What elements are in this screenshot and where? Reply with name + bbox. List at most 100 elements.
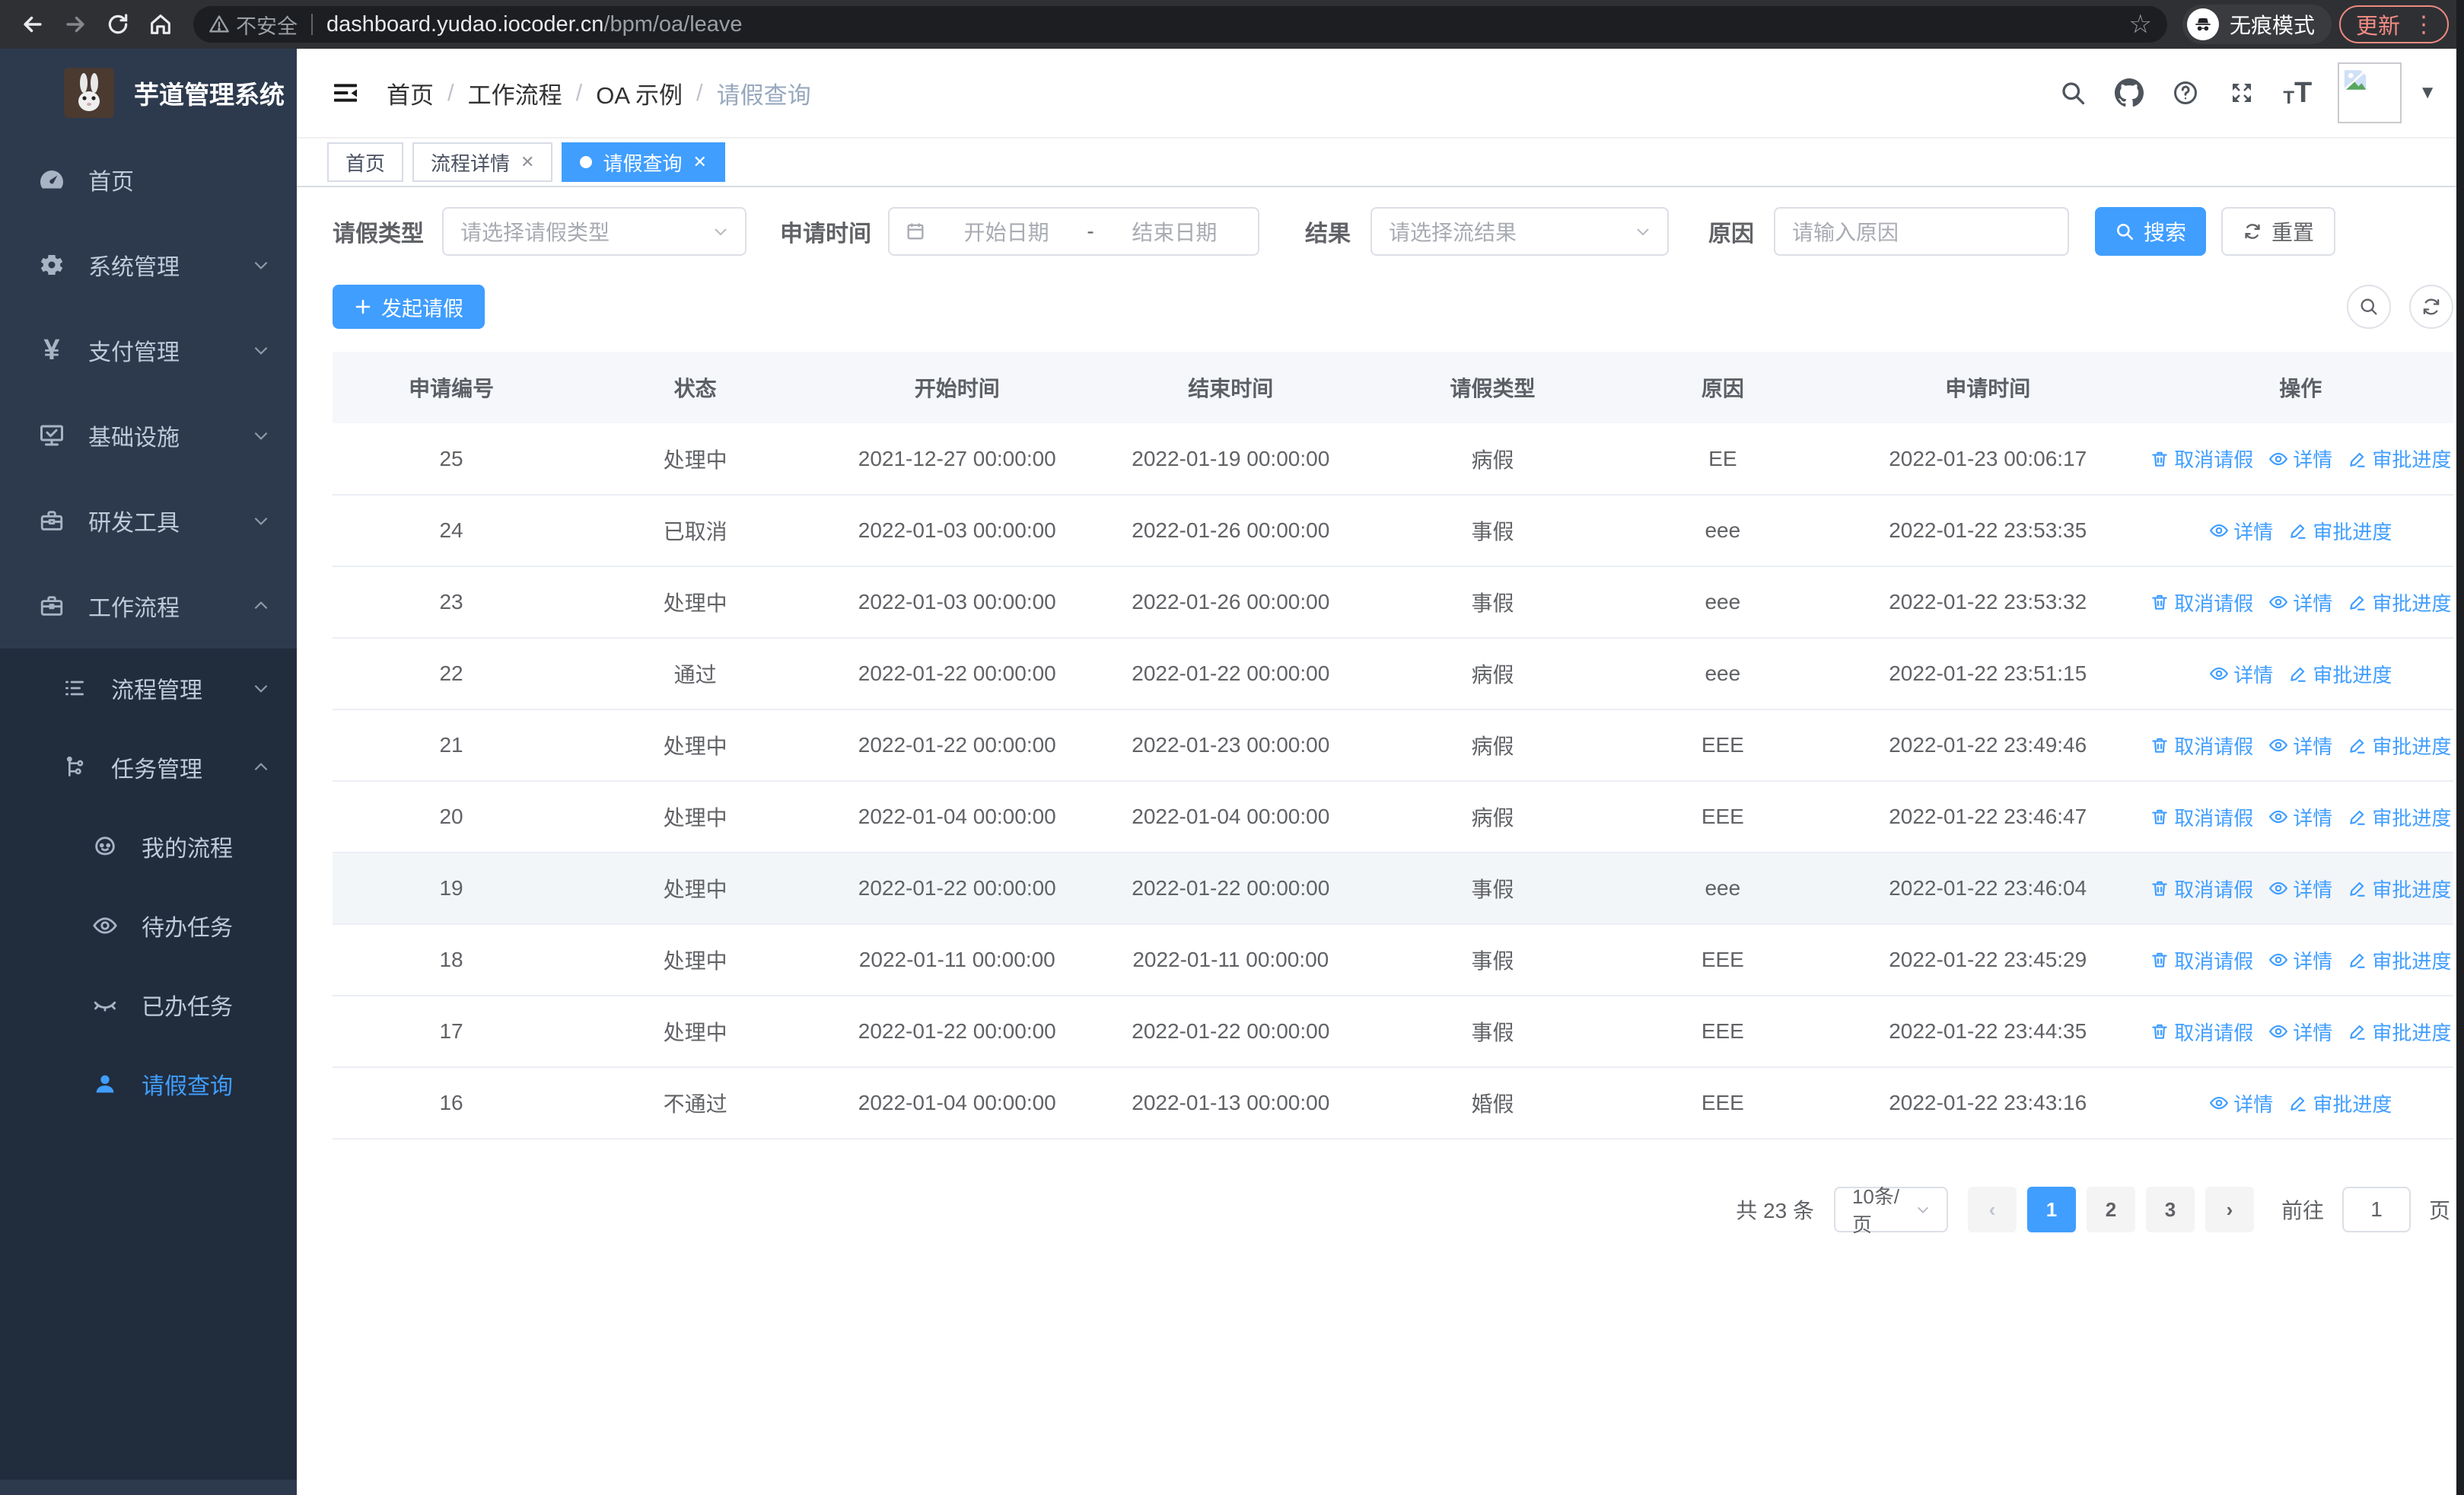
- detail-link[interactable]: 详情: [2268, 875, 2332, 903]
- reason-input[interactable]: 请输入原因: [1774, 207, 2069, 256]
- sidebar-item-workflow[interactable]: 工作流程: [0, 563, 297, 649]
- sidebar-item-label: 系统管理: [88, 255, 180, 280]
- browser-menu-icon[interactable]: ⋮: [2412, 11, 2435, 37]
- leave-type-placeholder: 请选择请假类型: [460, 221, 610, 244]
- cancel-leave-link[interactable]: 取消请假: [2150, 875, 2253, 903]
- page-button-3[interactable]: 3: [2145, 1187, 2195, 1232]
- breadcrumb-oa-example[interactable]: OA 示例: [596, 81, 683, 109]
- create-leave-button[interactable]: 发起请假: [333, 285, 485, 329]
- edit-pen-icon: [2350, 595, 2366, 610]
- sidebar-item-home[interactable]: 首页: [0, 137, 297, 222]
- cancel-leave-link[interactable]: 取消请假: [2150, 732, 2253, 760]
- fullscreen-icon[interactable]: [2227, 78, 2257, 108]
- toggle-search-button[interactable]: [2347, 285, 2391, 329]
- cell-apply-time: 2022-01-22 23:53:35: [1827, 495, 2148, 567]
- sidebar-item-system[interactable]: 系统管理: [0, 222, 297, 308]
- sidebar-item-infrastructure[interactable]: 基础设施: [0, 393, 297, 478]
- search-icon[interactable]: [2058, 78, 2088, 108]
- result-select[interactable]: 请选择流结果: [1370, 207, 1669, 256]
- browser-update-button[interactable]: 更新 ⋮: [2338, 5, 2449, 43]
- page-button-1[interactable]: 1: [2026, 1187, 2076, 1232]
- detail-link[interactable]: 详情: [2268, 588, 2332, 617]
- cell-id: 21: [333, 709, 571, 782]
- sidebar-logo[interactable]: 芋道管理系统: [0, 49, 297, 137]
- sidebar-item-todo-tasks[interactable]: 待办任务: [0, 886, 297, 965]
- cell-end: 2022-01-22 00:00:00: [1094, 853, 1368, 925]
- cancel-leave-link[interactable]: 取消请假: [2150, 588, 2253, 617]
- sidebar-item-task-mgmt[interactable]: 任务管理: [0, 728, 297, 807]
- refresh-table-button[interactable]: [2409, 285, 2453, 329]
- url-bar[interactable]: 不安全 dashboard.yudao.iocoder.cn /bpm/oa/l…: [193, 6, 2167, 43]
- progress-link[interactable]: 审批进度: [2348, 946, 2451, 974]
- avatar[interactable]: [2338, 62, 2402, 123]
- progress-link[interactable]: 审批进度: [2348, 445, 2451, 473]
- help-icon[interactable]: [2170, 78, 2201, 108]
- table-row: 17 处理中 2022-01-22 00:00:00 2022-01-22 00…: [333, 996, 2453, 1068]
- cancel-leave-link[interactable]: 取消请假: [2150, 803, 2253, 831]
- close-icon[interactable]: ✕: [692, 152, 707, 171]
- tab-home[interactable]: 首页: [327, 142, 404, 182]
- progress-link[interactable]: 审批进度: [2288, 517, 2392, 545]
- detail-link[interactable]: 详情: [2268, 946, 2332, 974]
- cancel-leave-link[interactable]: 取消请假: [2150, 946, 2253, 974]
- browser-home-button[interactable]: [143, 7, 178, 42]
- next-page-button[interactable]: ›: [2205, 1187, 2254, 1232]
- row-actions: 取消请假 详情 审批进度: [2148, 732, 2453, 760]
- cell-end: 2022-01-23 00:00:00: [1094, 709, 1368, 782]
- tab-process-detail[interactable]: 流程详情 ✕: [412, 142, 553, 182]
- browser-forward-button[interactable]: [58, 7, 93, 42]
- apply-time-range-picker[interactable]: 开始日期 - 结束日期: [888, 207, 1259, 256]
- detail-link[interactable]: 详情: [2268, 803, 2332, 831]
- detail-link[interactable]: 详情: [2268, 732, 2332, 760]
- cell-apply-time: 2022-01-22 23:45:29: [1827, 924, 2148, 996]
- detail-link[interactable]: 详情: [2209, 517, 2273, 545]
- tab-label: 首页: [345, 151, 386, 175]
- prev-page-button[interactable]: ‹: [1967, 1187, 2017, 1232]
- page-size-select[interactable]: 10条/页: [1833, 1185, 1948, 1236]
- search-button[interactable]: 搜索: [2095, 207, 2206, 256]
- progress-link[interactable]: 审批进度: [2348, 588, 2451, 617]
- breadcrumb-home[interactable]: 首页: [387, 81, 434, 109]
- progress-link[interactable]: 审批进度: [2348, 732, 2451, 760]
- reset-button[interactable]: 重置: [2221, 207, 2335, 256]
- close-icon[interactable]: ✕: [520, 152, 535, 171]
- sidebar-item-done-tasks[interactable]: 已办任务: [0, 965, 297, 1044]
- breadcrumb-workflow[interactable]: 工作流程: [467, 81, 562, 109]
- goto-page-input[interactable]: 1: [2341, 1187, 2411, 1232]
- sidebar-item-process-mgmt[interactable]: 流程管理: [0, 649, 297, 728]
- browser-reload-button[interactable]: [100, 7, 135, 42]
- cancel-leave-link[interactable]: 取消请假: [2150, 1018, 2253, 1046]
- leave-type-select[interactable]: 请选择请假类型: [442, 207, 747, 256]
- sidebar-item-leave-query[interactable]: 请假查询: [0, 1044, 297, 1124]
- progress-link[interactable]: 审批进度: [2348, 1018, 2451, 1046]
- not-secure-warning[interactable]: 不安全: [209, 10, 298, 40]
- sidebar-item-devtools[interactable]: 研发工具: [0, 478, 297, 563]
- cell-apply-time: 2022-01-22 23:51:15: [1827, 638, 2148, 710]
- tab-leave-query[interactable]: 请假查询 ✕: [562, 142, 725, 182]
- sidebar-item-my-process[interactable]: 我的流程: [0, 807, 297, 886]
- detail-link[interactable]: 详情: [2209, 660, 2273, 688]
- detail-link[interactable]: 详情: [2268, 1018, 2332, 1046]
- incognito-label: 无痕模式: [2229, 14, 2315, 37]
- github-icon[interactable]: [2114, 78, 2144, 108]
- sidebar-collapse-icon[interactable]: [330, 78, 361, 108]
- progress-link[interactable]: 审批进度: [2348, 803, 2451, 831]
- progress-link[interactable]: 审批进度: [2288, 660, 2392, 688]
- bookmark-star-icon[interactable]: ☆: [2128, 10, 2152, 39]
- progress-link[interactable]: 审批进度: [2288, 1089, 2392, 1117]
- detail-link[interactable]: 详情: [2209, 1089, 2273, 1117]
- page-button-2[interactable]: 2: [2086, 1187, 2135, 1232]
- cell-id: 18: [333, 924, 571, 996]
- end-date-placeholder[interactable]: 结束日期: [1132, 221, 1218, 244]
- progress-link[interactable]: 审批进度: [2348, 875, 2451, 903]
- browser-back-button[interactable]: [15, 7, 50, 42]
- chevron-down-icon: [251, 678, 271, 698]
- avatar-dropdown-caret[interactable]: ▼: [2418, 82, 2437, 103]
- detail-link[interactable]: 详情: [2268, 445, 2332, 473]
- start-date-placeholder[interactable]: 开始日期: [963, 221, 1049, 244]
- row-actions: 取消请假 详情 审批进度: [2148, 445, 2453, 473]
- sidebar-item-payment[interactable]: ¥ 支付管理: [0, 308, 297, 393]
- cell-reason: eee: [1617, 566, 1828, 639]
- cancel-leave-link[interactable]: 取消请假: [2150, 445, 2253, 473]
